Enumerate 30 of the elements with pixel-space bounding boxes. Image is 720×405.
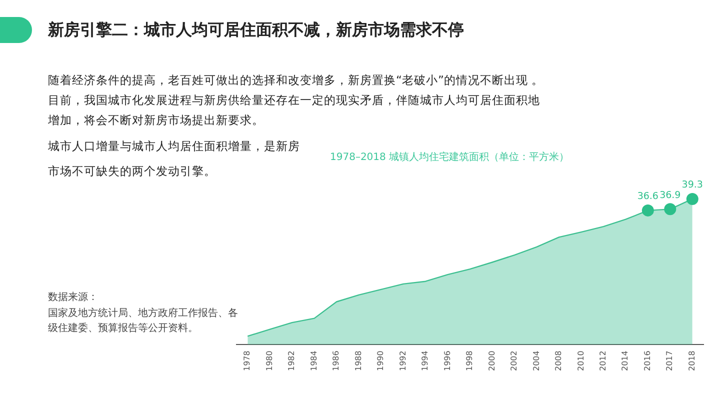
- x-tick-label: 2012: [598, 350, 608, 371]
- x-tick-label: 1996: [442, 350, 452, 371]
- x-tick-label: 1998: [465, 350, 474, 371]
- data-label: 36.9: [660, 190, 681, 201]
- x-tick-label: 1982: [287, 350, 296, 371]
- x-tick-label: 1994: [420, 350, 430, 371]
- x-tick-label: 2017: [665, 350, 674, 371]
- text: 随着经济条件的提高，老百姓可做出的选择和改变增多，新房置换“老破小”的情况不断出现 。目前，我国城市化发展进程与新房供给量还存在一定的现实矛盾，伴随城市人均可居住面积地增加，将会不断对新房市场提出新要求。: [48, 72, 545, 129]
- source-note: 数据来源：: [48, 290, 99, 305]
- text: 城市人口增量与城市人均居住面积增量，是新房市场不可缺失的两个发动引擎。: [48, 138, 301, 180]
- x-tick-label: 2002: [510, 350, 519, 371]
- x-tick-label: 2016: [642, 350, 652, 371]
- chart-subtitle: 1978–2018 城镇人均住宅建筑面积（单位：平方米）: [330, 150, 570, 164]
- x-tick-label: 2010: [576, 350, 586, 371]
- x-tick-label: 1986: [332, 350, 341, 371]
- data-label: 36.6: [637, 191, 658, 202]
- data-label: 39.3: [682, 180, 703, 191]
- x-tick-label: 2018: [687, 350, 696, 371]
- x-tick-label: 2000: [487, 350, 496, 371]
- annotation: 国家及地方统计局、地方政府工作报告、各级住建委、预算报告等公开资料。: [48, 306, 238, 336]
- x-tick-label: 2004: [532, 350, 541, 371]
- x-tick-label: 2008: [554, 350, 564, 371]
- x-tick-label: 1988: [354, 350, 363, 371]
- chart-title: 新房引擎二：城市人均可居住面积不减，新房市场需求不停: [48, 20, 464, 41]
- x-tick-label: 1984: [309, 350, 318, 371]
- x-tick-label: 1980: [264, 350, 274, 371]
- x-tick-label: 1992: [398, 350, 408, 371]
- x-tick-label: 1978: [242, 350, 252, 371]
- x-tick-label: 1990: [376, 350, 386, 371]
- x-tick-label: 2014: [620, 350, 630, 371]
